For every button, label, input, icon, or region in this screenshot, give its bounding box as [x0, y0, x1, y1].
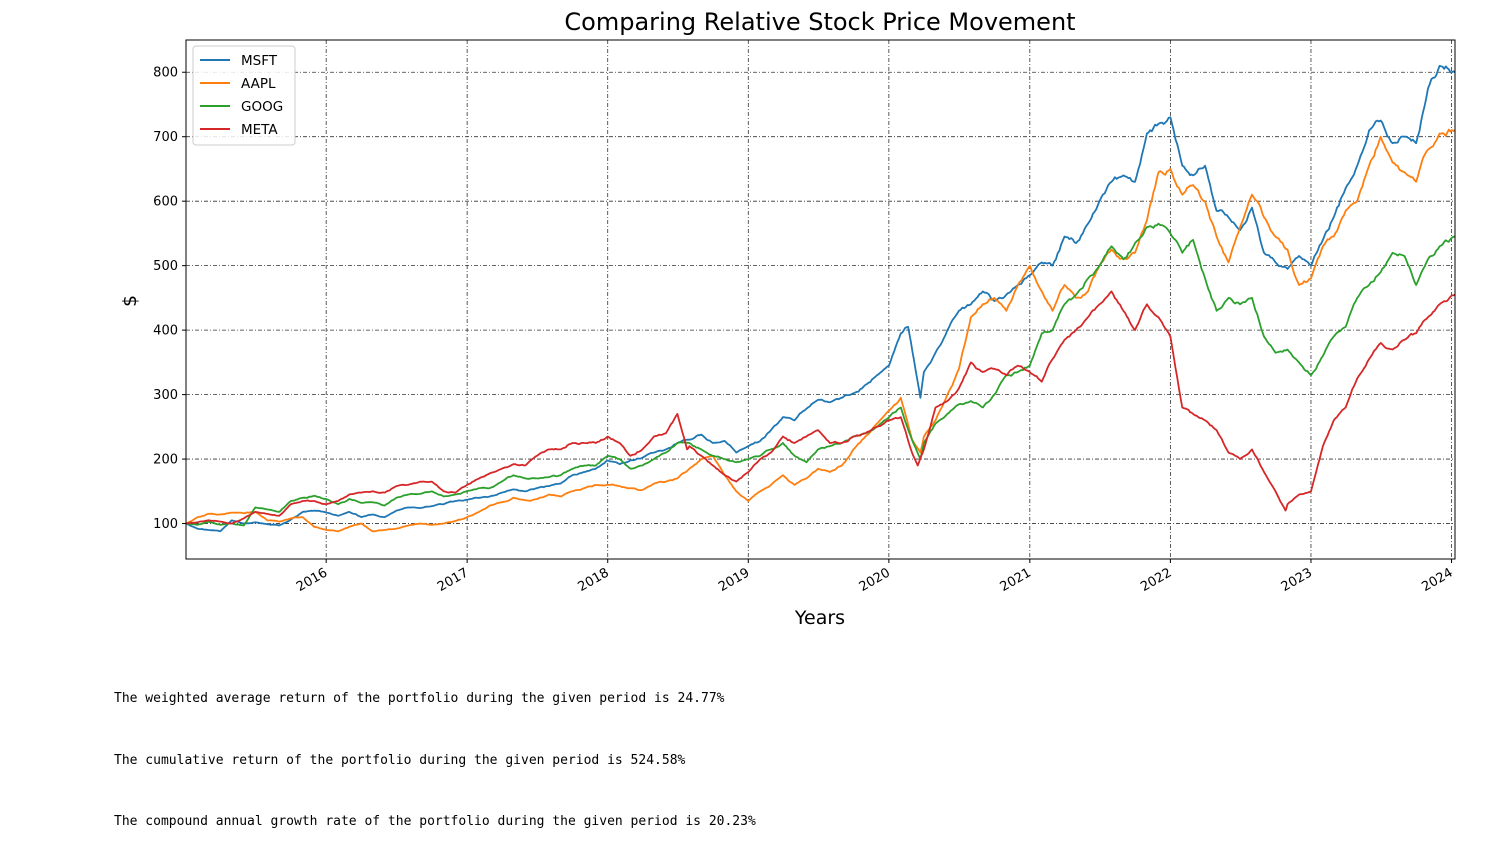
series-line-msft [185, 64, 1456, 533]
y-tick-label: 700 [153, 130, 178, 145]
plot-frame [185, 39, 1456, 560]
legend-box [192, 45, 296, 146]
x-tick-label: 2024 [1419, 565, 1455, 595]
series-line-aapl [185, 128, 1456, 533]
y-axis-ticks: 100 200 300 400 500 600 700 800 [153, 66, 186, 532]
x-tick-label: 2021 [998, 565, 1034, 595]
legend-label: GOOG [241, 99, 283, 115]
output-text: The weighted average return of the portf… [114, 648, 756, 853]
weighted-return-line: The weighted average return of the portf… [114, 691, 725, 706]
y-tick-label: 800 [153, 66, 178, 81]
x-axis-label: Years [794, 607, 845, 629]
y-tick-label: 600 [153, 195, 178, 210]
x-tick-label: 2022 [1138, 565, 1174, 595]
y-tick-label: 300 [153, 388, 178, 403]
x-tick-label: 2017 [435, 565, 471, 595]
y-tick-label: 200 [153, 453, 178, 468]
legend: MSFT AAPL GOOG META [192, 45, 296, 146]
series-line-meta [185, 290, 1456, 525]
legend-label: META [241, 122, 278, 138]
x-tick-label: 2016 [294, 565, 330, 595]
legend-label: AAPL [241, 76, 276, 92]
legend-label: MSFT [241, 53, 278, 69]
x-tick-label: 2023 [1279, 565, 1315, 595]
chart-title: Comparing Relative Stock Price Movement [564, 8, 1075, 36]
y-tick-label: 400 [153, 324, 178, 339]
stock-chart: Comparing Relative Stock Price Movement … [119, 8, 1456, 629]
y-tick-label: 100 [153, 517, 178, 532]
cagr-line: The compound annual growth rate of the p… [114, 814, 756, 829]
x-tick-label: 2020 [857, 565, 893, 595]
x-tick-label: 2019 [716, 565, 752, 595]
x-tick-label: 2018 [576, 565, 612, 595]
series-line-goog [185, 222, 1456, 527]
y-tick-label: 500 [153, 259, 178, 274]
cumulative-return-line: The cumulative return of the portfolio d… [114, 752, 686, 768]
series-lines [185, 64, 1456, 533]
x-axis-ticks: 2016 2017 2018 2019 2020 2021 2022 2023 2024 [294, 559, 1456, 595]
y-axis-label: $ [119, 295, 141, 307]
grid [186, 40, 1455, 559]
